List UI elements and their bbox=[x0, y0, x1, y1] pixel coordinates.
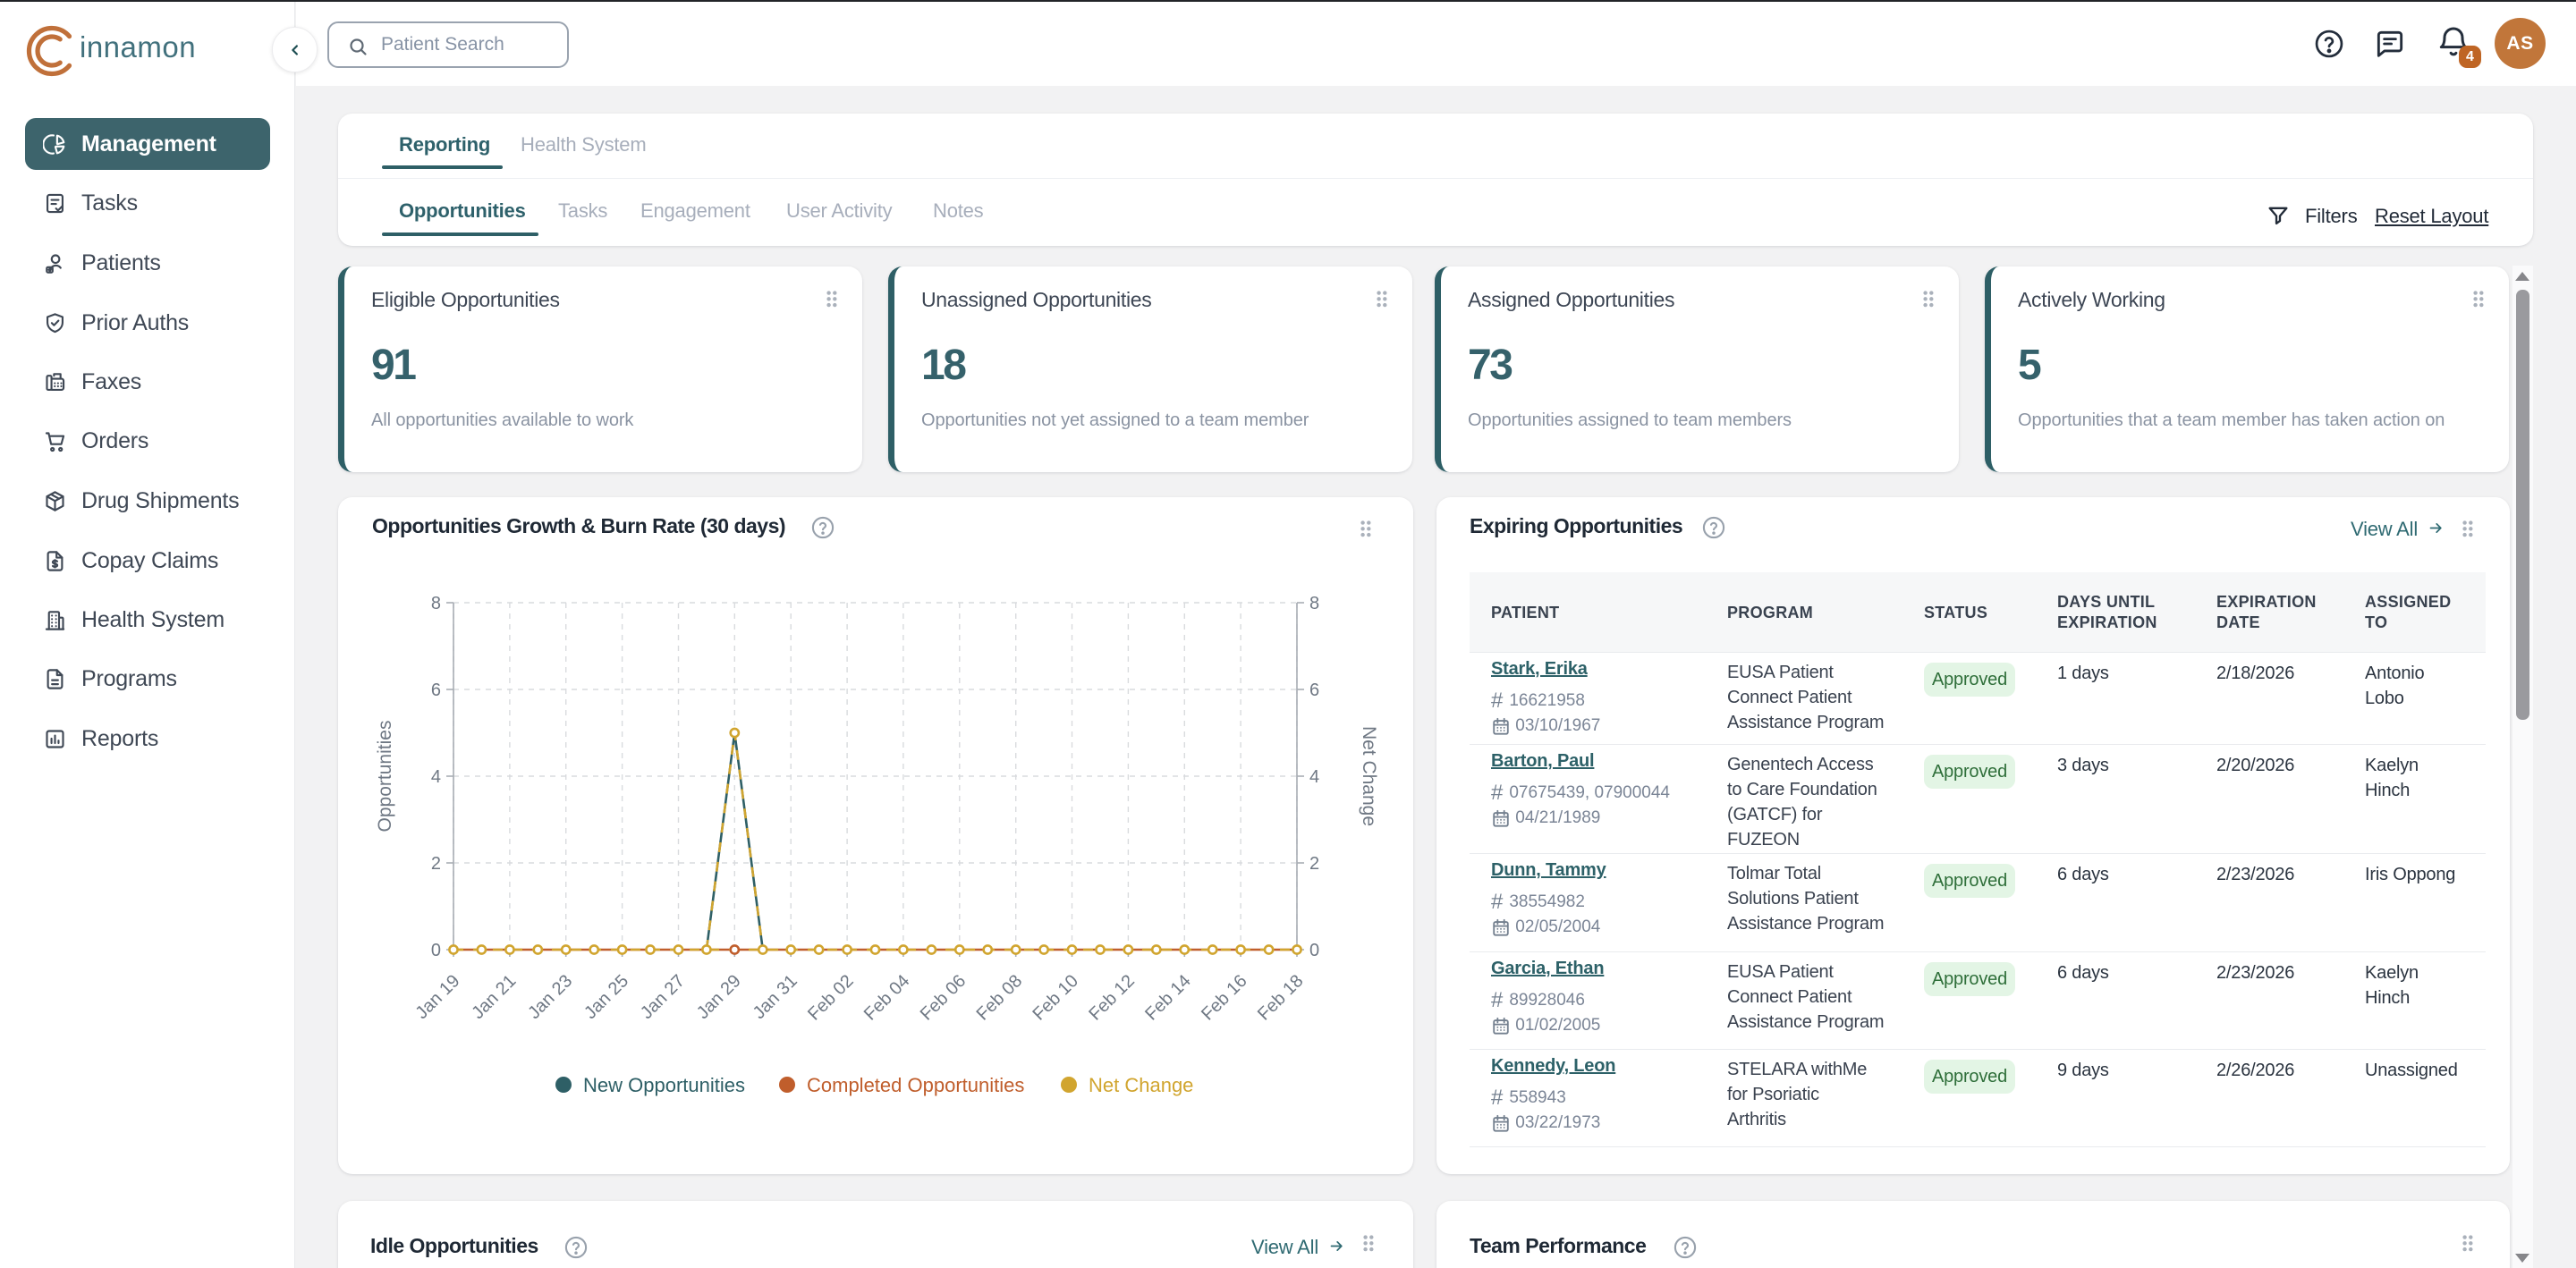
svg-text:Opportunities: Opportunities bbox=[375, 721, 395, 833]
svg-text:Feb 04: Feb 04 bbox=[860, 971, 914, 1025]
svg-text:Jan 25: Jan 25 bbox=[580, 971, 632, 1023]
svg-text:2: 2 bbox=[431, 854, 441, 874]
svg-text:0: 0 bbox=[431, 941, 441, 960]
svg-text:Feb 10: Feb 10 bbox=[1029, 971, 1082, 1025]
svg-text:6: 6 bbox=[431, 680, 441, 700]
svg-text:2: 2 bbox=[1309, 854, 1319, 874]
svg-text:New Opportunities: New Opportunities bbox=[583, 1074, 745, 1096]
svg-text:Feb 12: Feb 12 bbox=[1085, 971, 1139, 1025]
svg-text:Jan 27: Jan 27 bbox=[637, 971, 689, 1023]
svg-text:Feb 06: Feb 06 bbox=[917, 971, 970, 1025]
svg-text:Net Change: Net Change bbox=[1359, 726, 1379, 826]
svg-text:Feb 18: Feb 18 bbox=[1254, 971, 1308, 1025]
svg-text:8: 8 bbox=[431, 594, 441, 613]
svg-text:6: 6 bbox=[1309, 680, 1319, 700]
svg-text:4: 4 bbox=[431, 767, 441, 787]
svg-text:Net Change: Net Change bbox=[1089, 1074, 1193, 1096]
svg-text:Jan 21: Jan 21 bbox=[468, 971, 520, 1023]
svg-text:Jan 31: Jan 31 bbox=[750, 971, 801, 1023]
svg-text:Jan 29: Jan 29 bbox=[693, 971, 745, 1023]
svg-text:Jan 19: Jan 19 bbox=[412, 971, 464, 1023]
svg-text:8: 8 bbox=[1309, 594, 1319, 613]
svg-text:Feb 16: Feb 16 bbox=[1198, 971, 1251, 1025]
svg-text:Feb 02: Feb 02 bbox=[804, 971, 858, 1025]
svg-text:Jan 23: Jan 23 bbox=[524, 971, 576, 1023]
svg-text:4: 4 bbox=[1309, 767, 1319, 787]
svg-text:Completed Opportunities: Completed Opportunities bbox=[807, 1074, 1024, 1096]
svg-text:Feb 14: Feb 14 bbox=[1141, 971, 1195, 1025]
svg-text:0: 0 bbox=[1309, 941, 1319, 960]
svg-text:Feb 08: Feb 08 bbox=[973, 971, 1027, 1025]
